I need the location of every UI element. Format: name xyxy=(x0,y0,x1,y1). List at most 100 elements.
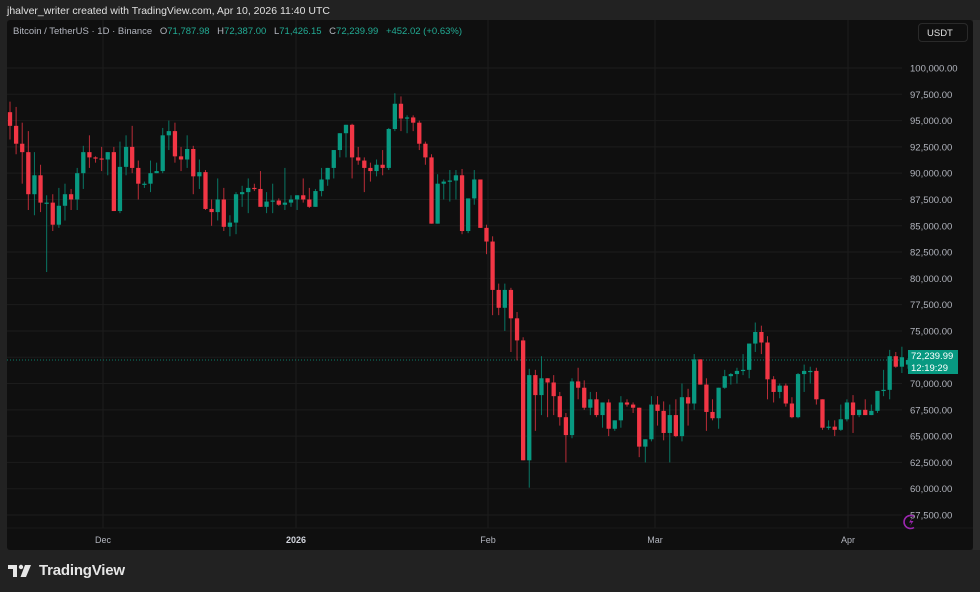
candle xyxy=(197,172,202,177)
candle xyxy=(423,143,428,158)
candle xyxy=(148,173,153,184)
candle xyxy=(288,199,294,203)
y-axis-label: 70,000.00 xyxy=(910,379,952,390)
candle xyxy=(753,331,758,344)
candle xyxy=(802,370,807,375)
chart-pane[interactable]: 100,000.00 97,500.00 95,000.00 92,500.00 90,… xyxy=(7,20,973,550)
candle xyxy=(398,103,404,119)
candle xyxy=(417,122,422,144)
x-axis-label: 2026 xyxy=(286,535,306,545)
candle xyxy=(136,167,141,184)
candle xyxy=(185,148,190,160)
candle xyxy=(325,167,330,180)
candle xyxy=(99,158,104,160)
change-value: +452.02 (+0.63%) xyxy=(385,26,462,37)
y-axis-label: 77,500.00 xyxy=(910,300,952,311)
tradingview-logo[interactable]: TradingView xyxy=(8,562,125,579)
candle xyxy=(679,397,685,437)
candle xyxy=(765,342,770,380)
candle xyxy=(209,208,214,213)
candle xyxy=(533,375,538,396)
candle xyxy=(667,415,672,433)
candle xyxy=(618,402,624,421)
candle xyxy=(490,241,495,290)
candle xyxy=(374,164,379,172)
candle xyxy=(685,397,691,404)
candle xyxy=(26,152,31,195)
candle xyxy=(411,117,416,123)
candle xyxy=(606,402,611,429)
candle xyxy=(233,194,239,223)
candle xyxy=(239,192,245,195)
candle xyxy=(484,227,489,242)
candle xyxy=(863,409,868,416)
candle xyxy=(478,179,483,228)
candle xyxy=(832,426,837,430)
candle xyxy=(75,173,80,200)
candle xyxy=(844,402,850,420)
x-axis-label: Dec xyxy=(95,535,112,545)
candle xyxy=(307,199,312,207)
candle xyxy=(539,378,544,396)
candle xyxy=(557,396,562,418)
candle xyxy=(429,157,434,224)
candle xyxy=(356,157,361,161)
currency-button[interactable]: USDT xyxy=(918,23,968,42)
right-scrollbar[interactable] xyxy=(973,20,980,550)
candle xyxy=(294,195,300,200)
candle xyxy=(68,194,74,200)
candle xyxy=(869,410,874,416)
candle xyxy=(545,378,550,383)
y-axis-label: 97,500.00 xyxy=(910,90,952,101)
candle xyxy=(313,191,318,207)
candle xyxy=(380,164,385,168)
candle xyxy=(710,411,715,419)
candle xyxy=(264,201,269,207)
candle xyxy=(191,148,196,177)
candle xyxy=(38,175,43,203)
candle xyxy=(215,199,220,213)
candle xyxy=(392,103,397,130)
candle xyxy=(50,202,55,225)
candle xyxy=(227,222,233,227)
symbol-title[interactable]: Bitcoin / TetherUS · 1D · Binance xyxy=(13,26,153,37)
candle xyxy=(337,133,343,151)
candle xyxy=(331,150,336,168)
candle xyxy=(856,409,862,416)
candle xyxy=(734,370,740,375)
candle xyxy=(820,399,825,428)
candle xyxy=(838,419,843,430)
candle xyxy=(771,379,776,392)
open-value: 71,787.98 xyxy=(167,26,210,37)
candle xyxy=(777,385,782,392)
symbol-legend: Bitcoin / TetherUS · 1D · Binance O71,78… xyxy=(13,26,462,37)
candle xyxy=(850,402,856,416)
candle xyxy=(643,439,648,447)
candle xyxy=(13,125,19,144)
candle xyxy=(282,202,288,205)
candle xyxy=(612,420,617,429)
candle xyxy=(728,374,733,377)
candle xyxy=(252,187,257,190)
candle xyxy=(142,183,147,185)
bar-countdown: 12:19:29 xyxy=(911,362,948,374)
candle xyxy=(276,200,281,205)
candle xyxy=(649,404,654,440)
candle xyxy=(814,370,819,400)
candle xyxy=(93,157,98,159)
candle xyxy=(575,381,581,388)
y-axis-label: 80,000.00 xyxy=(910,274,952,285)
candlestick-chart[interactable]: 100,000.00 97,500.00 95,000.00 92,500.00 90,… xyxy=(7,20,973,550)
candle xyxy=(246,187,251,193)
candle xyxy=(661,410,666,433)
candle xyxy=(20,143,25,153)
candle xyxy=(905,359,911,365)
candle xyxy=(899,357,905,367)
lightning-icon[interactable] xyxy=(903,514,919,530)
candle xyxy=(692,359,697,404)
candle xyxy=(740,369,746,372)
y-axis-label: 57,500.00 xyxy=(910,511,952,522)
candle xyxy=(466,198,471,232)
candle xyxy=(459,175,465,232)
low-value: 71,426.15 xyxy=(279,26,322,37)
